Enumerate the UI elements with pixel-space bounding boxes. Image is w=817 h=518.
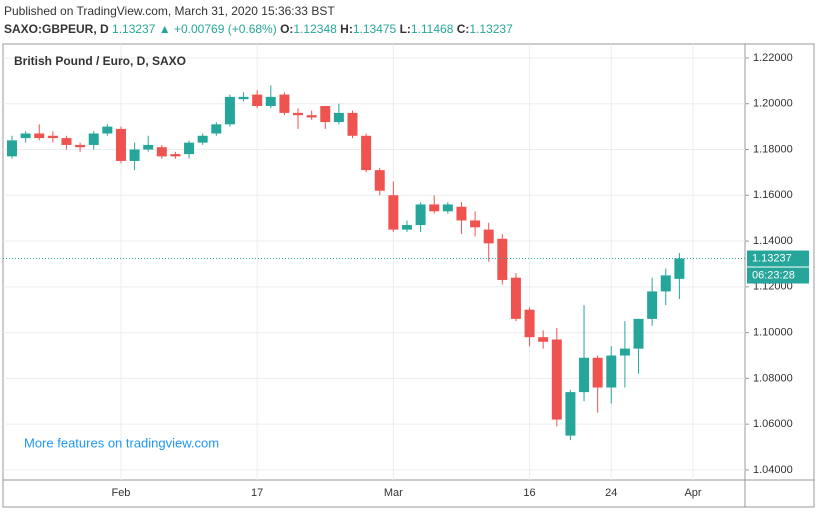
candle-body xyxy=(538,337,549,342)
x-tick-label: Mar xyxy=(384,487,403,499)
y-tick-label: 1.04000 xyxy=(753,464,793,476)
ohlc-label: L: xyxy=(400,22,411,36)
candle-body xyxy=(238,96,249,100)
candle-body xyxy=(483,229,494,244)
symbol: SAXO:GBPEUR, D xyxy=(4,22,109,36)
candle-body xyxy=(333,112,344,123)
candle-body xyxy=(619,348,630,356)
candle-body xyxy=(579,357,590,393)
countdown: 06:23:28 xyxy=(752,269,795,281)
candle-body xyxy=(565,392,576,436)
y-tick-label: 1.18000 xyxy=(753,143,793,155)
ohlc-value: 1.13237 xyxy=(469,22,513,36)
candle-body xyxy=(633,318,644,349)
last-price-label: 1.13237 xyxy=(752,252,792,264)
change: ▲ +0.00769 (+0.68%) xyxy=(159,22,277,36)
y-tick-label: 1.10000 xyxy=(753,327,793,339)
candle-body xyxy=(184,142,195,155)
y-tick-label: 1.16000 xyxy=(753,189,793,201)
x-tick-label: Feb xyxy=(111,487,130,499)
candle-body xyxy=(34,133,45,139)
ohlc-value: 1.12348 xyxy=(293,22,337,36)
candle-body xyxy=(442,204,453,212)
published: Published on TradingView.com, March 31, … xyxy=(4,4,335,18)
y-tick-label: 1.12000 xyxy=(753,281,793,293)
candle-body xyxy=(497,238,508,280)
candle-body xyxy=(306,115,317,118)
candle-body xyxy=(429,204,440,212)
candle-body xyxy=(674,258,685,279)
x-tick-label: 24 xyxy=(605,487,617,499)
candle-body xyxy=(347,112,358,136)
y-tick-label: 1.08000 xyxy=(753,372,793,384)
candle-body xyxy=(75,144,86,148)
y-tick-label: 1.20000 xyxy=(753,98,793,110)
candle-body xyxy=(170,154,181,157)
candle-body xyxy=(415,204,426,226)
candle-body xyxy=(224,96,235,125)
candle-body xyxy=(252,94,263,107)
candle-body xyxy=(320,106,331,123)
candle-body xyxy=(510,277,521,319)
candle-body xyxy=(20,133,31,139)
ohlc-label: H: xyxy=(340,22,353,36)
countdown-box xyxy=(747,267,809,284)
ohlc-label: O: xyxy=(280,22,293,36)
frame xyxy=(2,43,815,508)
y-tick-label: 1.06000 xyxy=(753,418,793,430)
last: 1.13237 xyxy=(112,22,156,36)
candle-body xyxy=(115,128,126,161)
candle-body xyxy=(61,138,72,145)
candle-body xyxy=(606,355,617,388)
candle-body xyxy=(47,135,58,139)
candle-body xyxy=(102,126,113,134)
candle-body xyxy=(143,144,154,150)
watermark: More features on tradingview.com xyxy=(24,435,219,450)
candle-body xyxy=(156,147,167,157)
candle-body xyxy=(293,112,304,116)
candle-body xyxy=(374,170,385,191)
candle-body xyxy=(592,357,603,388)
candle-body xyxy=(211,124,222,134)
candle-body xyxy=(7,140,17,157)
candle-body xyxy=(197,135,208,143)
candle-body xyxy=(647,291,658,319)
ohlc-label: C: xyxy=(457,22,470,36)
candle-body xyxy=(524,309,535,338)
y-tick-label: 1.14000 xyxy=(753,235,793,247)
candle-body xyxy=(361,135,372,171)
candle-body xyxy=(388,195,399,230)
candle-body xyxy=(129,149,140,161)
x-tick-label: 16 xyxy=(523,487,535,499)
candle-body xyxy=(88,133,99,145)
candle-body xyxy=(401,225,412,230)
candle-body xyxy=(470,220,481,228)
candle-body xyxy=(456,206,467,221)
y-tick-label: 1.22000 xyxy=(753,52,793,64)
symbol-line: SAXO:GBPEUR, D 1.13237 ▲ +0.00769 (+0.68… xyxy=(4,22,513,36)
x-tick-label: 17 xyxy=(251,487,263,499)
candle-body xyxy=(551,339,562,420)
last-price-box xyxy=(747,250,809,267)
ohlc-value: 1.13475 xyxy=(353,22,397,36)
candle-body xyxy=(279,94,290,113)
legend-title: British Pound / Euro, D, SAXO xyxy=(14,54,186,68)
ohlc-value: 1.11468 xyxy=(411,22,454,36)
x-tick-label: Apr xyxy=(684,487,701,499)
candle-body xyxy=(660,275,671,292)
candle-body xyxy=(265,96,276,107)
